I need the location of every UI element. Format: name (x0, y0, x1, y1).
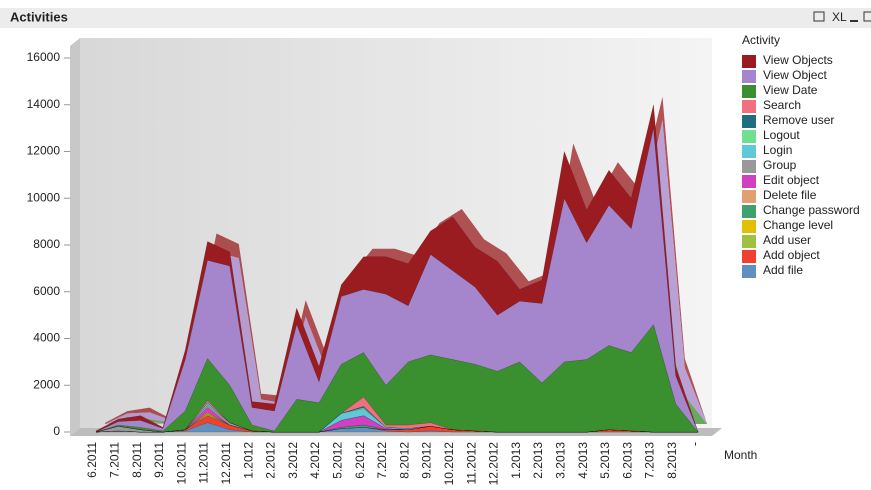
legend-swatch (742, 160, 756, 173)
x-tick-label: 1.2013 (509, 442, 523, 479)
y-tick-label: 12000 (27, 144, 61, 158)
restore-icon[interactable] (863, 11, 871, 22)
legend-swatch (742, 55, 756, 68)
chart-title: Activities (10, 9, 68, 24)
export-xl[interactable]: XL (832, 10, 847, 24)
print-icon[interactable] (813, 11, 825, 22)
legend-label: Logout (763, 128, 800, 142)
y-tick-label: 16000 (27, 50, 61, 64)
x-tick-label: 6.2012 (353, 442, 367, 479)
x-tick-label: 8.2011 (130, 442, 144, 478)
y-tick-label: 0 (53, 424, 60, 438)
x-tick-label: 9.2012 (420, 442, 434, 479)
area-depth (105, 96, 708, 424)
legend-swatch (742, 235, 756, 248)
y-tick-label: 10000 (27, 190, 61, 204)
legend-swatch (742, 250, 756, 263)
legend-label: View Objects (763, 53, 833, 67)
x-tick-label: 3.2012 (286, 442, 300, 479)
x-tick-label: 11.2011 (197, 442, 211, 484)
x-tick-label: 8.2013 (665, 442, 679, 479)
x-tick-label: 7.2013 (643, 442, 657, 479)
legend-label: Edit object (763, 173, 820, 187)
legend-label: Change password (763, 203, 860, 217)
legend-label: Group (763, 158, 797, 172)
legend-swatch (742, 205, 756, 218)
x-tick-label: 5.2013 (598, 442, 612, 479)
legend-swatch (742, 190, 756, 203)
legend-label: Search (763, 98, 801, 112)
x-tick-label: 9.2011 (152, 442, 166, 478)
legend-swatch (742, 115, 756, 128)
y-tick-label: 14000 (27, 97, 61, 111)
x-tick-label: 1.2012 (241, 442, 255, 479)
x-tick-label: 6.2013 (620, 442, 634, 479)
legend-label: Add user (763, 233, 811, 247)
legend-title: Activity (742, 33, 780, 47)
legend-swatch (742, 220, 756, 233)
y-tick-label: 8000 (33, 237, 60, 251)
legend-swatch (742, 175, 756, 188)
x-tick-label: 12.2012 (487, 442, 501, 485)
caption-bar (0, 8, 871, 28)
legend-label: Add object (763, 248, 820, 262)
x-tick-label: 4.2012 (308, 442, 322, 479)
legend-label: View Object (763, 68, 827, 82)
x-tick-label: 2.2012 (264, 442, 278, 479)
x-tick-label: 10.2012 (442, 442, 456, 485)
y-tick-label: 4000 (33, 331, 60, 345)
legend-swatch (742, 145, 756, 158)
x-tick-label: 6.2011 (85, 442, 99, 478)
x-tick-label: 7.2011 (107, 442, 121, 478)
area (95, 104, 699, 433)
x-tick-label: 12.2011 (219, 442, 233, 485)
x-tick-label: - (687, 442, 701, 446)
legend-swatch (742, 100, 756, 113)
legend-swatch (742, 130, 756, 143)
x-tick-label: 8.2012 (397, 442, 411, 479)
y-tick-label: 6000 (33, 284, 60, 298)
legend-label: Login (763, 143, 792, 157)
legend-swatch (742, 85, 756, 98)
x-tick-label: 3.2013 (553, 442, 567, 479)
x-tick-label: 5.2012 (330, 442, 344, 479)
x-tick-label: 11.2012 (464, 442, 478, 485)
y-tick-label: 2000 (33, 377, 60, 391)
legend-label: Add file (763, 263, 803, 277)
x-tick-label: 2.2013 (531, 442, 545, 479)
side-wall (70, 38, 80, 436)
x-tick-label: 4.2013 (576, 442, 590, 479)
legend-label: Change level (763, 218, 833, 232)
legend-swatch (742, 265, 756, 278)
x-tick-label: 10.2011 (174, 442, 188, 485)
legend-swatch (742, 70, 756, 83)
x-tick-label: 7.2012 (375, 442, 389, 479)
x-axis-title: Month (724, 448, 757, 462)
legend-label: Remove user (763, 113, 834, 127)
legend-label: View Date (763, 83, 818, 97)
legend-label: Delete file (763, 188, 817, 202)
